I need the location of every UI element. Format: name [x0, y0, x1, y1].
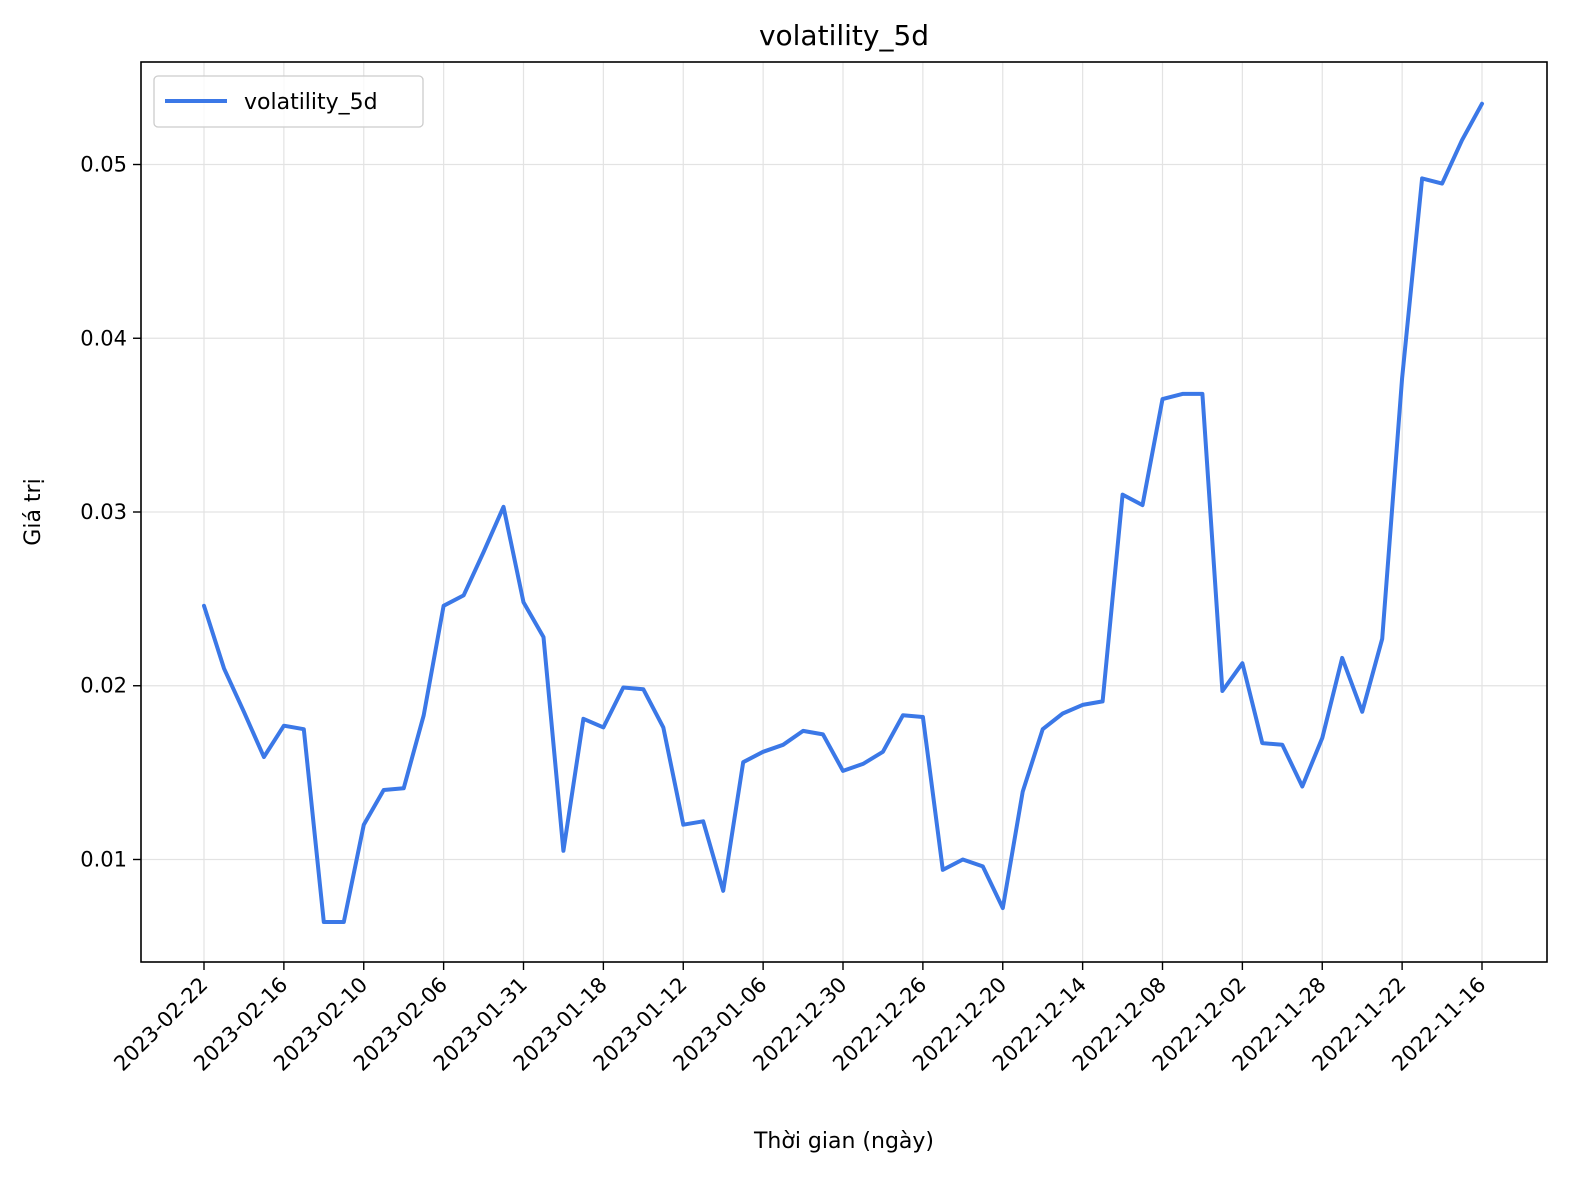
data-point [1101, 699, 1105, 703]
data-point [601, 725, 605, 729]
data-point [761, 750, 765, 754]
y-axis: 0.01 0.02 0.03 0.04 0.05 [80, 153, 141, 871]
y-tick-label: 0.01 [80, 847, 127, 871]
data-point [861, 762, 865, 766]
data-point [1480, 102, 1484, 106]
data-point [921, 715, 925, 719]
data-point [1440, 182, 1444, 186]
data-point [382, 788, 386, 792]
data-point [1081, 703, 1085, 707]
data-point [402, 786, 406, 790]
series-layer [202, 101, 1484, 924]
x-axis-label: Thời gian (ngày) [753, 1129, 934, 1154]
data-point [821, 732, 825, 736]
data-point [641, 687, 645, 691]
y-tick-label: 0.04 [80, 326, 127, 350]
data-point [542, 635, 546, 639]
data-point [442, 604, 446, 608]
grid [141, 62, 1547, 962]
data-point [681, 823, 685, 827]
data-point [901, 713, 905, 717]
data-point [262, 755, 266, 759]
data-point [961, 858, 965, 862]
data-point [1260, 741, 1264, 745]
data-point [701, 819, 705, 823]
data-point [721, 889, 725, 893]
data-point [222, 666, 226, 670]
data-point [981, 864, 985, 868]
data-point [342, 920, 346, 924]
data-point [1400, 376, 1404, 380]
data-point [1420, 176, 1424, 180]
y-tick-label: 0.03 [80, 500, 127, 524]
data-point [482, 550, 486, 554]
y-tick-label: 0.02 [80, 674, 127, 698]
data-point [621, 686, 625, 690]
series-line-volatility-5d [202, 101, 1484, 924]
legend-label-volatility-5d: volatility_5d [244, 90, 378, 115]
data-point [741, 760, 745, 764]
data-point [581, 717, 585, 721]
data-point [462, 593, 466, 597]
data-point [282, 724, 286, 728]
data-point [1200, 392, 1204, 396]
data-point [522, 600, 526, 604]
data-point [1360, 710, 1364, 714]
data-point [302, 727, 306, 731]
data-point [1380, 637, 1384, 641]
data-point [1001, 906, 1005, 910]
y-tick-label: 0.05 [80, 153, 127, 177]
legend: volatility_5d [153, 75, 424, 128]
data-point [881, 750, 885, 754]
data-point [561, 849, 565, 853]
data-point [1220, 689, 1224, 693]
data-point [1181, 392, 1185, 396]
data-point [1240, 661, 1244, 665]
legend-box [153, 75, 424, 128]
data-point [1141, 503, 1145, 507]
data-point [1300, 785, 1304, 789]
data-point [781, 743, 785, 747]
data-point [801, 729, 805, 733]
data-point [1320, 736, 1324, 740]
data-point [202, 604, 206, 608]
data-point [1161, 397, 1165, 401]
data-point [1021, 790, 1025, 794]
data-point [1041, 727, 1045, 731]
data-point [1460, 138, 1464, 142]
data-point [661, 725, 665, 729]
data-point [362, 823, 366, 827]
data-point [1340, 656, 1344, 660]
data-point [242, 710, 246, 714]
y-axis-label: Giá trị [21, 478, 46, 545]
data-point [941, 868, 945, 872]
data-point [322, 920, 326, 924]
data-point [841, 769, 845, 773]
data-point [1280, 743, 1284, 747]
data-point [422, 713, 426, 717]
chart-title: volatility_5d [759, 19, 929, 52]
data-point [502, 505, 506, 509]
data-point [1061, 712, 1065, 716]
data-point [1121, 493, 1125, 497]
